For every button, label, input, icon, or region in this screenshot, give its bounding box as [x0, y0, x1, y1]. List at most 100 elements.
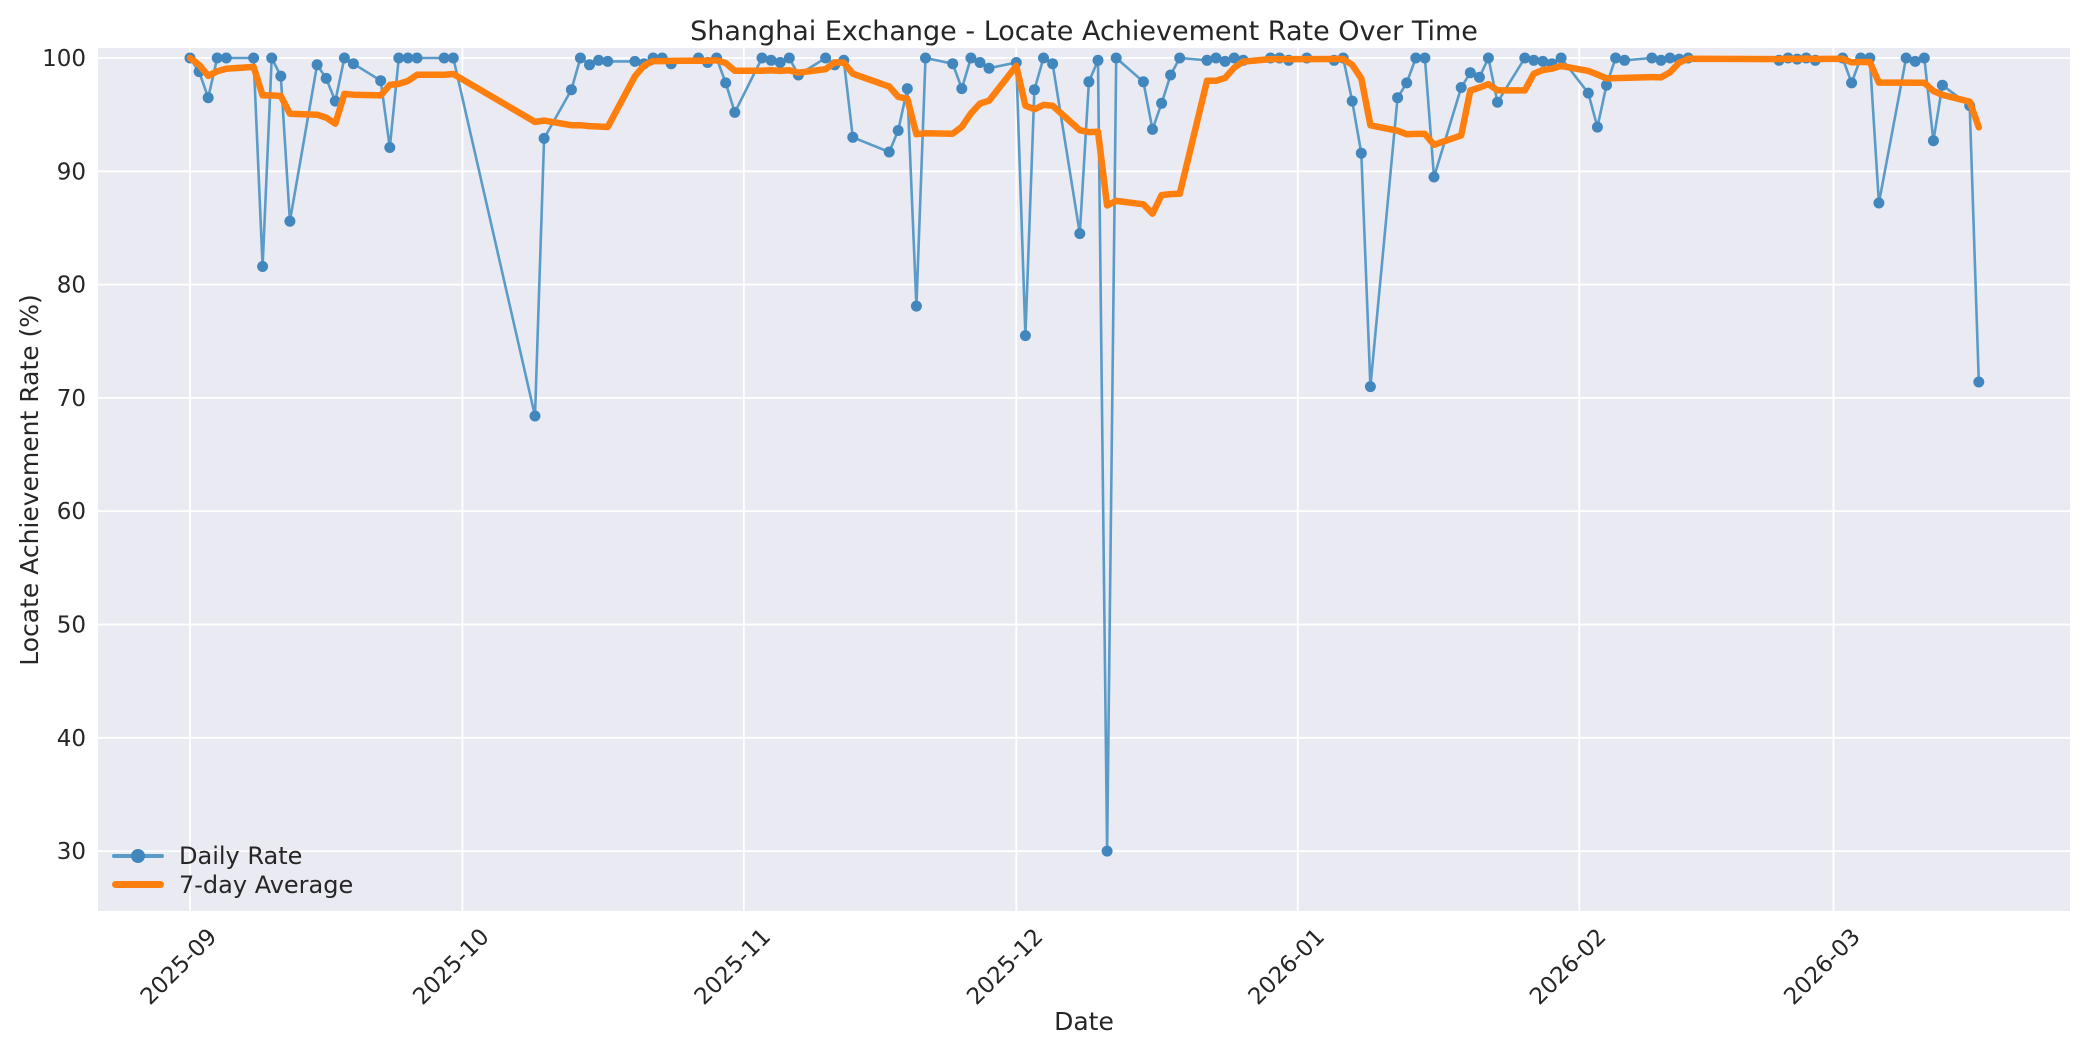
chart-title: Shanghai Exchange - Locate Achievement R… — [690, 16, 1478, 47]
data-point-marker — [774, 57, 786, 68]
data-point-marker — [1936, 79, 1948, 91]
data-point-marker — [1419, 52, 1431, 64]
data-point-marker — [883, 146, 895, 158]
x-tick-label: 2025-12 — [962, 924, 1048, 1010]
data-point-marker — [1110, 52, 1122, 64]
data-point-marker — [393, 52, 405, 64]
data-point-marker — [1038, 52, 1049, 64]
data-point-marker — [266, 52, 278, 64]
x-tick-label: 2025-11 — [690, 924, 776, 1010]
data-point-marker — [965, 52, 977, 64]
data-point-marker — [1174, 52, 1186, 64]
data-point-marker — [402, 52, 414, 64]
data-point-marker — [248, 52, 260, 64]
data-point-marker — [1047, 58, 1059, 70]
data-point-marker — [1918, 52, 1930, 64]
data-point-marker — [1664, 52, 1676, 64]
x-tick-label: 2025-09 — [136, 924, 222, 1010]
plot-area — [98, 48, 2070, 911]
data-point-marker — [1092, 54, 1104, 66]
data-point-marker — [1582, 87, 1594, 99]
legend-label-7day-average: 7-day Average — [179, 870, 354, 899]
data-point-marker — [1537, 55, 1549, 67]
data-point-marker — [1147, 123, 1158, 135]
data-point-marker — [220, 52, 232, 64]
data-point-marker — [565, 84, 577, 96]
data-point-marker — [529, 410, 541, 422]
data-point-marker — [1355, 147, 1367, 159]
data-point-marker — [1219, 55, 1231, 67]
data-point-marker — [438, 52, 450, 64]
data-point-marker — [1873, 197, 1885, 209]
data-point-marker — [847, 131, 859, 143]
data-point-marker — [947, 58, 959, 70]
y-tick-label: 90 — [57, 159, 86, 185]
data-point-marker — [1927, 135, 1939, 147]
y-tick-label: 80 — [57, 273, 86, 299]
data-point-marker — [910, 300, 922, 312]
data-point-marker — [1392, 92, 1404, 104]
data-point-marker — [257, 261, 269, 272]
data-point-marker — [783, 52, 795, 64]
y-tick-label: 30 — [57, 839, 86, 865]
data-point-marker — [1410, 52, 1422, 64]
data-point-marker — [284, 215, 296, 227]
data-point-marker — [974, 57, 986, 68]
data-point-marker — [1519, 52, 1531, 64]
seven-day-average-line — [186, 54, 1983, 217]
data-point-marker — [1455, 82, 1467, 93]
daily-rate-swatch-icon — [112, 846, 164, 866]
x-tick-label: 2026-02 — [1525, 924, 1611, 1010]
data-point-marker — [1401, 77, 1413, 89]
y-tick-label: 70 — [57, 386, 86, 412]
data-point-marker — [1973, 376, 1985, 388]
data-point-marker — [1528, 54, 1540, 66]
data-point-marker — [820, 52, 832, 64]
data-point-marker — [1846, 77, 1858, 89]
legend-item-daily-rate: Daily Rate — [112, 841, 353, 870]
data-point-marker — [1464, 67, 1476, 79]
data-point-marker — [1210, 52, 1222, 64]
data-point-marker — [311, 59, 323, 71]
y-tick-label: 60 — [57, 499, 86, 525]
data-point-marker — [202, 92, 214, 104]
data-point-marker — [1601, 79, 1612, 91]
x-tick-label: 2026-01 — [1244, 924, 1330, 1010]
data-point-marker — [892, 125, 904, 136]
data-point-marker — [920, 52, 931, 64]
data-point-marker — [1346, 95, 1358, 107]
data-point-marker — [956, 83, 968, 95]
data-point-marker — [1364, 381, 1376, 393]
data-point-marker — [983, 62, 995, 74]
data-point-marker — [538, 132, 550, 144]
data-point-marker — [347, 58, 359, 70]
x-axis-label: Date — [1054, 1007, 1114, 1036]
legend: Daily Rate 7-day Average — [112, 841, 353, 899]
y-tick-label: 100 — [42, 46, 86, 72]
data-point-marker — [1019, 330, 1031, 342]
data-point-marker — [1900, 52, 1912, 64]
legend-label-daily-rate: Daily Rate — [179, 841, 303, 870]
data-point-marker — [1028, 84, 1040, 96]
data-point-marker — [1083, 76, 1095, 88]
data-point-marker — [320, 72, 332, 84]
data-point-marker — [275, 70, 287, 82]
data-point-marker — [338, 52, 350, 64]
data-point-marker — [756, 52, 768, 64]
data-point-marker — [1074, 228, 1086, 240]
data-point-marker — [574, 52, 586, 64]
data-point-marker — [584, 59, 595, 71]
data-point-marker — [1610, 52, 1622, 64]
data-point-marker — [1428, 171, 1440, 183]
data-point-marker — [1473, 71, 1485, 83]
y-axis-label: Locate Achievement Rate (%) — [15, 294, 44, 666]
data-point-marker — [765, 54, 777, 66]
data-point-marker — [1165, 69, 1177, 81]
data-point-marker — [447, 52, 459, 64]
legend-item-7day-average: 7-day Average — [112, 870, 353, 899]
data-point-marker — [1101, 845, 1113, 857]
x-tick-label: 2026-03 — [1779, 924, 1865, 1010]
data-point-marker — [411, 52, 423, 64]
x-tick-label: 2025-10 — [408, 924, 494, 1010]
